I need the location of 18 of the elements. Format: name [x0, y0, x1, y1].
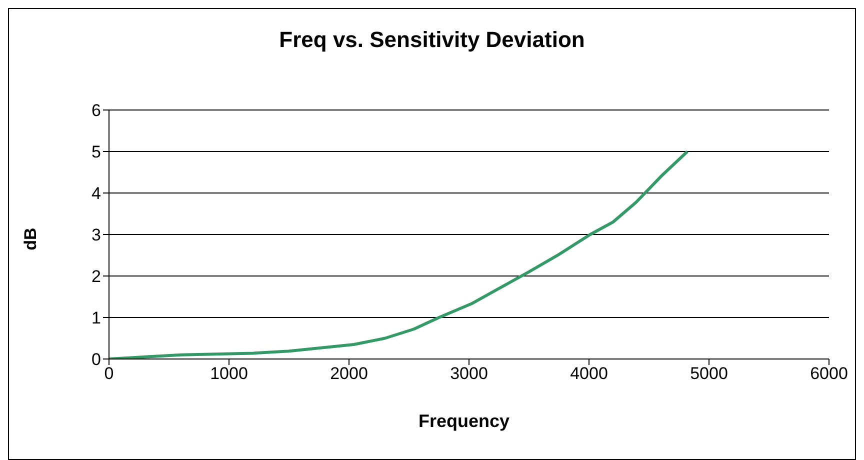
x-tick-label: 6000	[810, 364, 848, 384]
x-tick-label: 4000	[570, 364, 608, 384]
y-axis-title: dB	[21, 228, 41, 250]
chart-title: Freq vs. Sensitivity Deviation	[278, 27, 586, 53]
y-tick-label: 3	[92, 226, 101, 245]
line-series	[109, 150, 689, 359]
x-tick-label: 0	[104, 364, 114, 384]
y-tick-label: 4	[92, 184, 101, 204]
x-tick-label: 1000	[210, 364, 248, 384]
y-tick-label: 5	[92, 142, 101, 162]
x-tick-label: 3000	[450, 364, 488, 384]
y-tick-label: 6	[92, 101, 101, 120]
y-tick-label: 2	[92, 267, 101, 286]
x-tick-label: 2000	[330, 364, 368, 384]
y-tick-label: 0	[92, 350, 101, 370]
x-tick-label: 5000	[690, 364, 728, 384]
y-tick-label: 1	[92, 308, 101, 328]
x-axis-title: Frequency	[417, 411, 511, 432]
